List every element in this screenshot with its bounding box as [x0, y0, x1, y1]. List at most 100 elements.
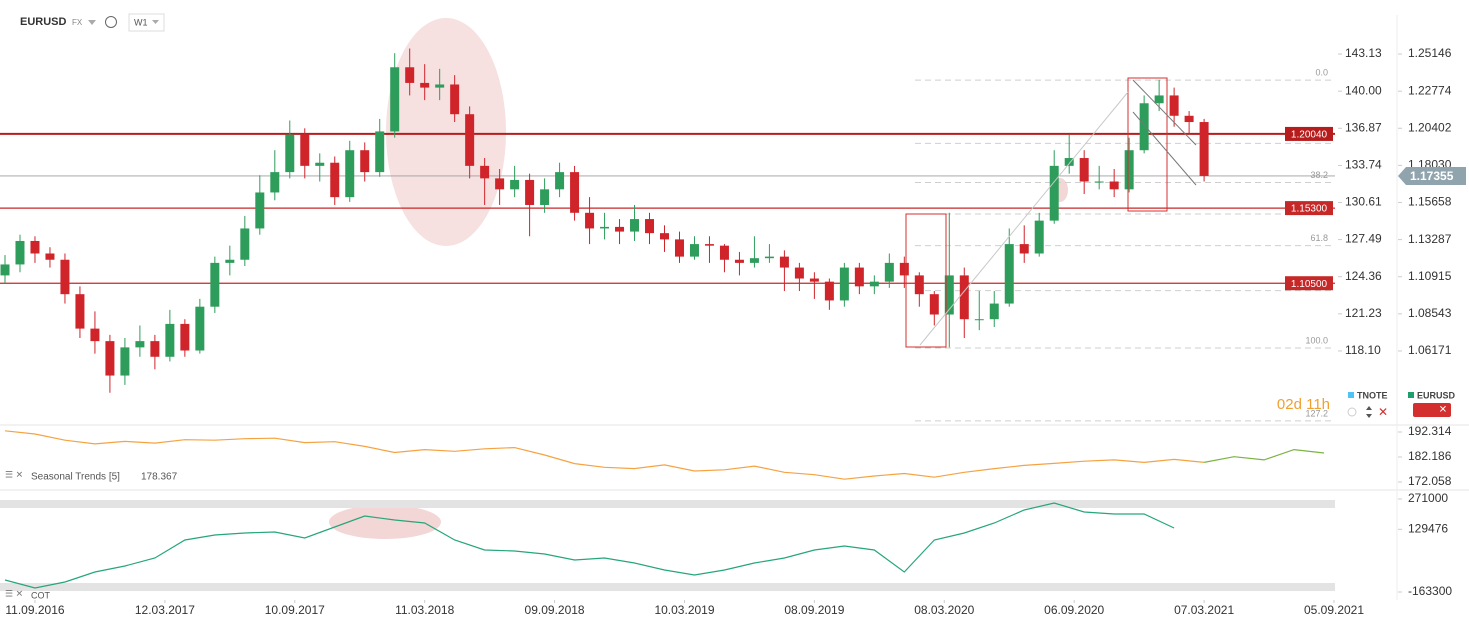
y-tick-label: 1.08543 [1408, 306, 1452, 320]
last-price-box [1398, 166, 1466, 185]
candle-body [689, 244, 699, 257]
candle-body [195, 306, 205, 351]
candle-body [285, 134, 295, 173]
timeframe-box[interactable] [128, 13, 165, 32]
timeframe: W1 [134, 17, 148, 27]
fib-label: 127.2 [1305, 408, 1328, 418]
candle-body [734, 259, 744, 263]
candle-body [869, 281, 879, 287]
candle-body [1094, 181, 1104, 183]
level-label-box [1285, 276, 1333, 291]
x-tick-label: 11.09.2016 [5, 603, 64, 617]
fib-label: 100.0 [1305, 335, 1328, 345]
candle-body [824, 281, 834, 301]
x-tick-label: 11.03.2018 [395, 603, 454, 617]
level-label-box [1285, 201, 1333, 216]
highlight-box [1127, 77, 1168, 212]
candle-body [225, 259, 235, 263]
y2-tick-label: 118.10 [1345, 343, 1381, 357]
candle-body [0, 264, 10, 276]
timer: 02d 11h [1277, 396, 1330, 413]
candle-body [779, 256, 789, 268]
x-tick-label: 06.09.2020 [1044, 603, 1104, 617]
x-tick-label: 08.09.2019 [784, 603, 844, 617]
candle-body [525, 179, 535, 205]
candle-body [240, 228, 250, 260]
candle-body [540, 189, 550, 205]
y2-tick-label: 136.87 [1345, 120, 1382, 134]
close-icon[interactable]: ✕ [1378, 405, 1388, 419]
candle-body [60, 259, 70, 295]
candle-body [1049, 165, 1059, 221]
y2-tick-label: 133.74 [1345, 158, 1382, 172]
candle-body [75, 294, 85, 329]
y-tick-label: 1.13287 [1408, 232, 1452, 246]
candle-body [674, 239, 684, 257]
level-label: 1.20040 [1291, 130, 1328, 141]
fib-diagonal [919, 91, 1129, 346]
dropdown-arrow[interactable] [152, 20, 159, 24]
close-icon[interactable]: ✕ [1439, 405, 1447, 416]
candle-body [360, 150, 370, 173]
candle-body [974, 319, 984, 321]
highlight-box [905, 213, 947, 348]
candle-body [390, 67, 400, 132]
candle-body [510, 179, 520, 190]
legend-label: TNOTE [1357, 390, 1388, 400]
legend-swatch [1408, 392, 1414, 398]
y2-tick-label: 143.13 [1345, 46, 1382, 60]
y2-tick-label: 127.49 [1345, 232, 1382, 246]
candle-body [405, 67, 415, 83]
dropdown-arrow[interactable] [88, 20, 96, 25]
candle-body [1199, 122, 1209, 176]
candle-body [914, 275, 924, 295]
x-tick-label: 12.03.2017 [135, 603, 195, 617]
candle-body [1004, 244, 1014, 304]
pane-icons[interactable]: ☰ ✕ [5, 469, 23, 479]
fib-label: 0.0 [1315, 67, 1328, 77]
candle-body [944, 275, 954, 315]
candle-body [1079, 158, 1089, 182]
indicator-line [4, 502, 1175, 589]
legend-swatch [1348, 392, 1354, 398]
seasonal-value: 178.367 [141, 472, 178, 483]
candle-body [1124, 150, 1134, 190]
candle-body [854, 267, 864, 287]
candle-body [1019, 244, 1029, 254]
y-tick-label: 192.314 [1408, 424, 1452, 438]
last-price-label: 1.17355 [1410, 169, 1454, 183]
candle-body [704, 244, 714, 246]
candle-body [105, 341, 115, 376]
pane-icons[interactable]: ☰ ✕ [5, 588, 23, 598]
move-icon[interactable] [1366, 406, 1372, 418]
candle-body [989, 303, 999, 320]
candle-body [300, 134, 310, 166]
y-tick-label: 1.25146 [1408, 46, 1452, 60]
candle-body [570, 172, 580, 213]
candle-body [465, 114, 475, 166]
info-icon[interactable] [105, 16, 117, 28]
indicator-line [1203, 448, 1325, 463]
candle-body [719, 245, 729, 260]
candle-body [330, 162, 340, 198]
eye-icon[interactable] [1347, 407, 1357, 417]
candle-body [135, 341, 145, 348]
candle-body [794, 267, 804, 279]
candle-body [660, 233, 670, 240]
indicator-line [4, 430, 1205, 480]
candle-body [1139, 103, 1149, 151]
candle-body [180, 323, 190, 351]
cot-band [0, 500, 1335, 508]
candle-body [495, 178, 505, 190]
candle-body [435, 84, 445, 88]
candle-body [345, 150, 355, 198]
candle-body [959, 275, 969, 320]
series-settings[interactable] [1413, 403, 1451, 417]
candle-body [375, 131, 385, 173]
cot-title: COT [31, 590, 51, 600]
candle-body [315, 162, 325, 166]
level-label: 1.15300 [1291, 204, 1328, 215]
y-tick-label: 1.10915 [1408, 269, 1452, 283]
y-tick-label: 1.22774 [1408, 83, 1452, 97]
